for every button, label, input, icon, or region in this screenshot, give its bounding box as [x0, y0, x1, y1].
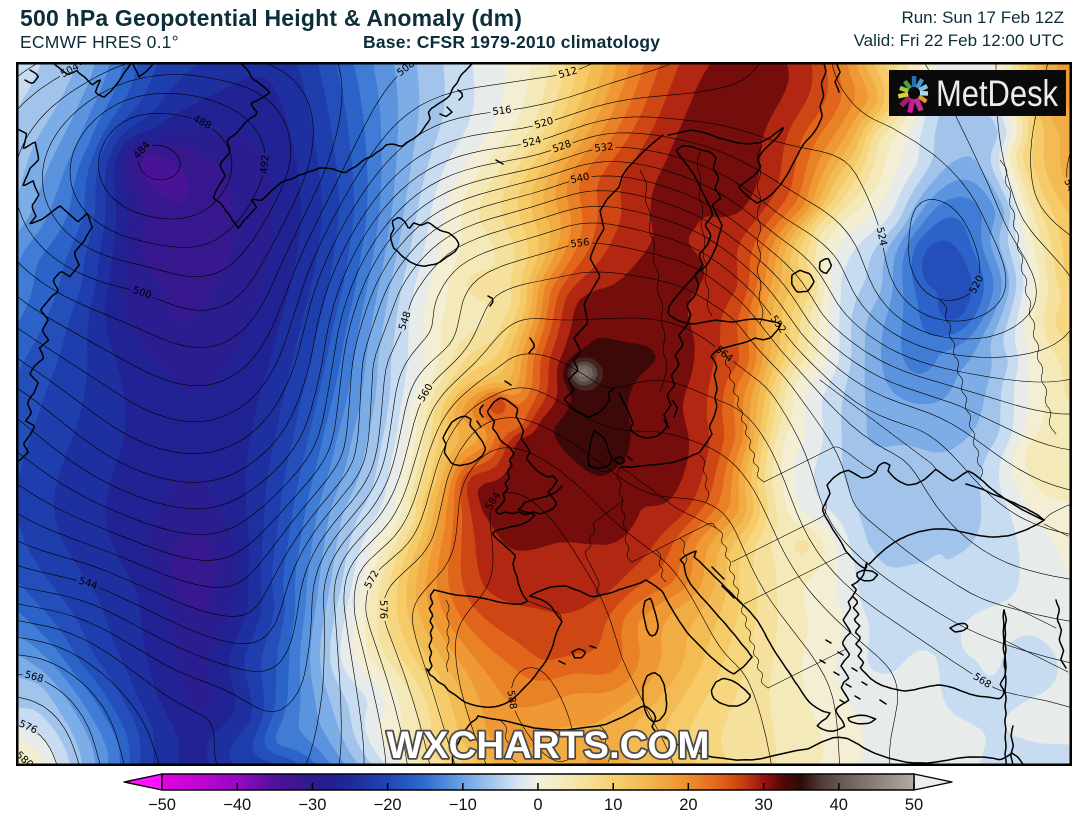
- svg-text:10: 10: [604, 796, 622, 814]
- svg-text:−50: −50: [148, 796, 176, 814]
- svg-text:−40: −40: [223, 796, 251, 814]
- svg-text:−10: −10: [449, 796, 477, 814]
- svg-text:50: 50: [905, 796, 923, 814]
- svg-text:0: 0: [533, 796, 542, 814]
- svg-text:40: 40: [830, 796, 848, 814]
- svg-text:MetDesk: MetDesk: [936, 73, 1058, 114]
- svg-text:−30: −30: [298, 796, 326, 814]
- svg-text:20: 20: [679, 796, 697, 814]
- svg-text:−20: −20: [374, 796, 402, 814]
- svg-text:30: 30: [754, 796, 772, 814]
